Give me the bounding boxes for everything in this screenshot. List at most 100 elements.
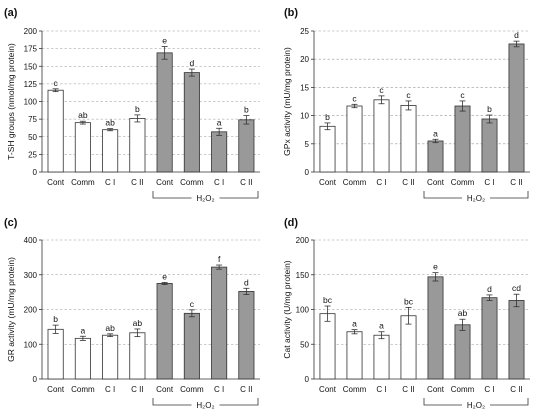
significance-label: a [433,128,438,138]
y-tick-label: 50 [28,133,37,142]
bar [508,300,525,380]
y-tick-label: 175 [24,45,38,54]
bar [400,105,417,173]
bar [373,334,390,380]
y-tick-label: 200 [296,236,310,245]
significance-label: d [244,277,249,287]
x-tick-label: C I [376,385,386,394]
y-tick-label: 150 [296,271,310,280]
bar [238,291,255,380]
significance-label: b [135,104,140,114]
y-tick-label: 125 [24,80,38,89]
significance-label: d [487,284,492,294]
x-tick-label: C II [402,385,414,394]
x-tick-label: C II [240,178,252,187]
x-tick-label: C II [510,178,522,187]
bar [481,118,498,173]
bar [156,283,173,380]
significance-label: c [379,85,384,95]
x-tick-label: Cont [319,178,337,187]
significance-label: b [244,105,249,115]
y-axis-title: T-SH groups (nmol/mg protein) [6,43,16,160]
bar [427,140,444,173]
bar [319,125,336,173]
bar [211,266,228,380]
x-tick-label: Cont [156,385,174,394]
y-tick-label: 25 [300,27,309,36]
y-axis-title: GPx activity (mU/mg protein) [282,47,292,156]
y-tick-label: 0 [33,168,38,177]
significance-label: a [352,319,357,329]
bar [373,99,390,173]
group-label: H₂O₂ [196,401,214,410]
group-label-bg [462,192,490,204]
significance-label: ab [105,323,115,333]
y-tick-label: 75 [28,115,37,124]
bar [102,129,119,173]
chart-panel-2: (c) 0 100 200 300 400 GR activity (mU/mg prote… [4,217,260,411]
x-tick-label: C I [214,178,224,187]
significance-label: c [190,299,195,309]
x-tick-label: C II [131,385,143,394]
significance-label: a [379,321,384,331]
bar [508,43,525,173]
x-tick-label: C II [402,178,414,187]
chart-panel-1: (b) 0 5 10 15 20 25 GPx activity (mU/mg protein… [282,7,530,204]
bar [102,334,119,380]
significance-label: cd [512,283,521,293]
significance-label: ab [105,118,115,128]
group-label: H₂O₂ [467,401,485,410]
significance-label: bc [404,296,414,306]
x-tick-label: C I [376,178,386,187]
bar [74,337,91,380]
bar [74,122,91,173]
x-tick-label: C I [484,178,494,187]
panel-label: (c) [4,217,18,229]
x-tick-label: C I [214,385,224,394]
y-tick-label: 50 [300,340,309,349]
x-tick-label: Comm [343,178,367,187]
y-tick-label: 100 [296,306,310,315]
x-tick-label: Comm [451,178,475,187]
bar [129,332,146,380]
x-tick-label: Comm [71,178,95,187]
bar [346,331,363,380]
significance-label: d [514,30,519,40]
group-label: H₂O₂ [196,194,214,203]
bar [400,315,417,380]
panel-label: (d) [284,217,298,229]
y-tick-label: 150 [24,62,38,71]
significance-label: c [352,93,357,103]
bar [183,312,200,380]
significance-label: e [162,271,167,281]
group-label-bg [191,192,220,204]
y-tick-label: 0 [305,375,310,384]
y-tick-label: 15 [300,83,309,92]
bar [454,324,471,380]
x-tick-label: C II [510,385,522,394]
group-label: H₂O₂ [467,194,485,203]
x-tick-label: Comm [451,385,475,394]
x-tick-label: C II [240,385,252,394]
significance-label: b [53,314,58,324]
significance-label: e [433,262,438,272]
x-tick-label: Comm [71,385,95,394]
x-tick-label: C I [105,178,115,187]
y-tick-label: 100 [24,340,38,349]
significance-label: ab [78,110,88,120]
x-tick-label: Cont [47,178,65,187]
panel-label: (b) [284,7,298,19]
significance-label: f [218,254,221,264]
y-tick-label: 5 [305,140,310,149]
significance-label: bc [323,295,333,305]
significance-label: ab [133,318,143,328]
x-tick-label: Comm [343,385,367,394]
bar [427,276,444,380]
group-label-bg [462,399,490,411]
y-axis-title: GR activity (mU/mg protein) [6,257,16,362]
y-tick-label: 10 [300,112,309,121]
significance-label: b [487,104,492,114]
bar [183,72,200,173]
y-tick-label: 400 [24,236,38,245]
x-tick-label: C I [484,385,494,394]
